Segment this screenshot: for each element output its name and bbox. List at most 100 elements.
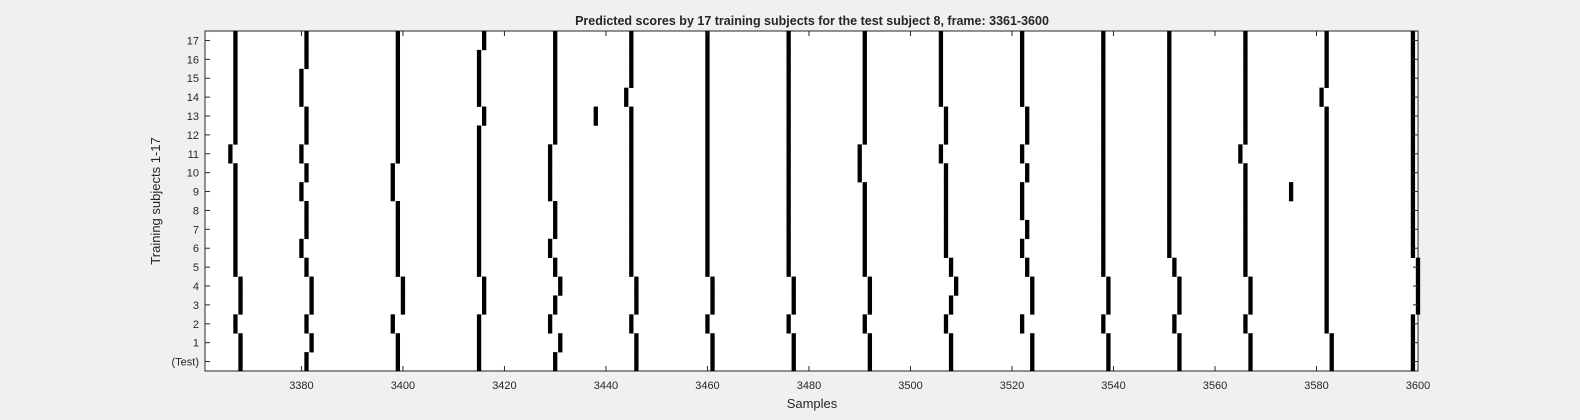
mark-row-7-3	[476, 219, 482, 240]
mark-row-9-11	[1101, 182, 1106, 202]
mark-row-4-13	[1248, 276, 1253, 296]
mark-row-1-3	[476, 333, 482, 353]
mark-row-8-10	[1019, 201, 1025, 221]
mark-row-6-13	[1243, 238, 1248, 258]
mark-row-5-2	[395, 257, 401, 277]
mark-row-3-1	[309, 295, 314, 315]
mark-row-15-5	[629, 68, 634, 88]
mark-row-4-12	[1177, 276, 1182, 296]
mark-row-13-9	[862, 106, 867, 126]
mark-row-7-15	[1410, 219, 1416, 240]
mark-row-9-8	[862, 182, 867, 202]
mark-row-4-9	[953, 276, 959, 296]
mark-row-1-4	[558, 333, 563, 353]
mark-row-5-11	[1101, 257, 1106, 277]
y-tick-label: 9	[193, 187, 199, 199]
x-axis-ticks: 3380 3400 3420 3440 3460 3480 3500 3520 3540 3560…	[289, 31, 1430, 392]
mark-row-13-16	[1410, 106, 1416, 126]
mark-row-test-12	[1177, 352, 1182, 372]
mark-row-11-8	[857, 144, 862, 164]
mark-row-12-1	[304, 125, 309, 145]
mark-row-13-1	[304, 106, 309, 126]
mark-row-16-9	[938, 49, 944, 70]
mark-row-10-4	[547, 163, 553, 183]
mark-row-12-11	[1101, 125, 1106, 145]
mark-row-9-5	[629, 182, 634, 202]
mark-row-3-0	[238, 295, 243, 315]
mark-row-17-11	[1101, 31, 1106, 51]
mark-row-6-10	[1019, 238, 1025, 258]
x-tick-label: 3460	[695, 380, 719, 392]
mark-row-5-12	[1172, 257, 1177, 277]
mark-row-15-2	[395, 68, 401, 88]
mark-row-10-15	[1410, 163, 1416, 183]
y-tick-label: 10	[187, 168, 199, 180]
chart-title: Predicted scores by 17 training subjects…	[575, 14, 1049, 28]
mark-row-2-13	[1243, 314, 1248, 334]
mark-row-9-6	[705, 182, 710, 202]
mark-row-2-3	[476, 314, 482, 334]
mark-row-3-6	[710, 295, 715, 315]
mark-row-9-13	[1243, 182, 1248, 202]
mark-row-test-6	[710, 352, 715, 372]
mark-row-7-5	[629, 219, 634, 240]
mark-row-10-8	[857, 163, 862, 183]
mark-row-12-6	[705, 125, 710, 145]
mark-row-10-11	[1101, 163, 1106, 183]
mark-row-16-4	[553, 49, 558, 70]
mark-row-7-10	[1025, 219, 1030, 240]
mark-row-10-2	[390, 163, 395, 183]
mark-row-13-11	[1025, 106, 1030, 126]
mark-row-1-2	[395, 333, 401, 353]
mark-row-9-10	[1019, 182, 1025, 202]
mark-row-4-3	[481, 276, 487, 296]
mark-row-12-3	[476, 125, 482, 145]
mark-row-13-2	[395, 106, 401, 126]
y-tick-label: 14	[187, 92, 199, 104]
mark-row-10-13	[1243, 163, 1248, 183]
mark-row-3-13	[1248, 295, 1253, 315]
mark-row-12-8	[862, 125, 867, 145]
x-tick-label: 3520	[1000, 380, 1024, 392]
mark-row-2-9	[943, 314, 949, 334]
mark-row-8-12	[1167, 201, 1172, 221]
mark-row-16-3	[476, 49, 482, 70]
mark-row-3-3	[481, 295, 487, 315]
mark-row-6-0	[233, 238, 238, 258]
mark-row-1-1	[309, 333, 314, 353]
mark-row-5-14	[1324, 257, 1329, 277]
mark-row-8-8	[862, 201, 867, 221]
mark-row-4-14	[1324, 276, 1329, 296]
mark-row-14-0	[233, 87, 238, 107]
mark-row-8-4	[553, 201, 558, 221]
mark-row-15-1	[299, 68, 304, 88]
mark-row-15-7	[786, 68, 791, 88]
mark-row-12-7	[786, 125, 791, 145]
mark-row-14-6	[705, 87, 710, 107]
mark-row-test-5	[634, 352, 639, 372]
mark-row-3-12	[1177, 295, 1182, 315]
mark-row-test-11	[1106, 352, 1111, 372]
mark-row-7-11	[1101, 219, 1106, 240]
mark-row-9-16	[1410, 182, 1416, 202]
mark-row-5-9	[948, 257, 954, 277]
mark-row-5-4	[553, 257, 558, 277]
mark-row-14-7	[786, 87, 791, 107]
mark-row-8-1	[304, 201, 309, 221]
mark-row-8-7	[786, 201, 791, 221]
mark-row-10-3	[476, 163, 482, 183]
mark-row-11-7	[786, 144, 791, 164]
x-tick-label: 3600	[1406, 380, 1430, 392]
mark-row-6-5	[629, 238, 634, 258]
mark-row-14-1	[299, 87, 304, 107]
mark-row-17-14	[1324, 31, 1329, 51]
x-tick-label: 3400	[391, 380, 415, 392]
mark-row-1-12	[1177, 333, 1182, 353]
mark-row-5-13	[1243, 257, 1248, 277]
mark-row-14-8	[862, 87, 867, 107]
y-tick-label: 16	[187, 54, 199, 66]
mark-row-14-11	[1101, 87, 1106, 107]
mark-row-3-11	[1106, 295, 1111, 315]
mark-row-13-5	[593, 106, 598, 126]
